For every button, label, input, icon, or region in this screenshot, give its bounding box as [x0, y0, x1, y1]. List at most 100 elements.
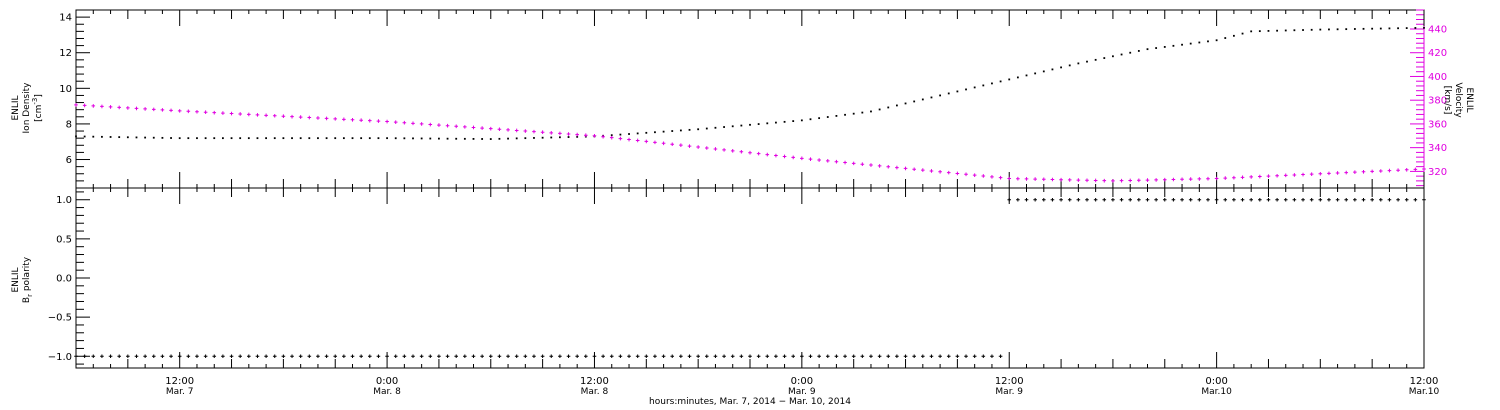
- ion-density-point: [204, 137, 207, 140]
- velocity-series: [74, 103, 1426, 183]
- velocity-point: [765, 152, 770, 157]
- velocity-point: [1041, 177, 1046, 182]
- velocity-point: [463, 125, 467, 129]
- velocity-point: [921, 168, 925, 172]
- velocity-point: [1283, 173, 1288, 178]
- velocity-point: [609, 135, 614, 140]
- velocity-point: [981, 174, 986, 178]
- ion-density-point: [1207, 40, 1209, 43]
- polarity-point: [1378, 197, 1383, 202]
- velocity-point: [151, 107, 156, 112]
- ion-density-point: [1120, 53, 1123, 56]
- density-unit-base: [cm: [34, 105, 44, 122]
- velocity-point: [307, 115, 312, 120]
- velocity-point: [851, 161, 856, 166]
- ion-density-point: [1388, 27, 1391, 30]
- velocity-point: [186, 109, 191, 114]
- ion-density-point: [420, 137, 423, 140]
- velocity-point: [1033, 177, 1037, 181]
- ion-density-point: [800, 119, 803, 122]
- ion-density-point: [1016, 76, 1019, 79]
- velocity-point: [108, 105, 113, 109]
- polarity-point: [540, 354, 545, 359]
- density-axis-title-line1: ENLIL: [11, 95, 21, 120]
- polarity-point: [376, 354, 381, 359]
- velocity-point: [825, 159, 830, 163]
- ion-density-point: [1163, 46, 1166, 48]
- ion-density-point: [809, 118, 812, 121]
- polarity-axis-tick-label: 0.5: [56, 234, 72, 245]
- polarity-point: [1396, 197, 1400, 202]
- time-tick-label: 0:00: [376, 376, 398, 387]
- ion-density-point: [1397, 27, 1399, 30]
- polarity-point: [946, 354, 951, 359]
- ion-density-point: [1379, 27, 1382, 30]
- polarity-axis-tick-label: 1.0: [56, 195, 72, 206]
- velocity-point: [419, 122, 424, 126]
- ion-density-point: [507, 137, 509, 140]
- time-tick-label: 0:00: [1205, 376, 1227, 387]
- velocity-point: [169, 108, 173, 113]
- ion-density-point: [913, 100, 916, 103]
- velocity-axis-tick-label: 420: [1428, 48, 1447, 59]
- velocity-point: [402, 120, 407, 125]
- polarity-point: [627, 354, 631, 359]
- velocity-point: [618, 136, 623, 141]
- polarity-point: [359, 354, 363, 359]
- polarity-point: [1301, 197, 1305, 202]
- polarity-point: [618, 354, 623, 359]
- ion-density-point: [317, 137, 319, 140]
- ion-density-point: [429, 137, 432, 140]
- ion-density-point: [403, 137, 406, 140]
- polarity-point: [514, 354, 519, 359]
- ion-density-point: [334, 137, 337, 140]
- polarity-point: [463, 354, 467, 359]
- ion-density-point: [558, 136, 561, 139]
- ion-density-point: [1146, 48, 1149, 51]
- polarity-point: [903, 354, 908, 359]
- polarity-point: [1119, 197, 1124, 202]
- polarity-point: [1283, 197, 1288, 202]
- velocity-point: [903, 166, 908, 171]
- polarity-axis-tick-label: −1.0: [48, 352, 72, 363]
- polarity-point: [1266, 197, 1271, 202]
- ion-density-point: [1181, 43, 1183, 46]
- polarity-point: [151, 354, 156, 359]
- ion-density-point: [826, 116, 829, 118]
- polarity-point: [869, 354, 873, 359]
- polarity-point: [100, 354, 104, 359]
- velocity-point: [972, 173, 977, 177]
- ion-density-point: [368, 137, 371, 140]
- polarity-series: [74, 197, 1426, 359]
- time-tick-label: 12:00: [580, 376, 609, 387]
- ion-density-point: [247, 137, 250, 140]
- ion-density-point: [446, 137, 449, 140]
- ion-density-point: [291, 137, 293, 140]
- velocity-point: [514, 128, 519, 133]
- polarity-point: [1050, 197, 1055, 202]
- polarity-point: [1422, 197, 1426, 202]
- velocity-point: [1292, 173, 1297, 177]
- polarity-point: [1214, 197, 1219, 202]
- polarity-point: [229, 354, 234, 359]
- velocity-point: [1059, 177, 1063, 182]
- top-panel-time-ticks: [75, 10, 1425, 188]
- polarity-point: [558, 354, 562, 359]
- ion-density-point: [360, 137, 363, 140]
- polarity-point: [506, 354, 510, 359]
- ion-density-point: [991, 82, 993, 85]
- ion-density-point: [342, 137, 345, 140]
- velocity-point: [1378, 169, 1383, 173]
- polarity-point: [1059, 197, 1063, 202]
- polarity-point: [419, 354, 424, 359]
- velocity-point: [713, 147, 718, 151]
- velocity-point: [791, 155, 796, 160]
- polarity-point: [1024, 197, 1029, 202]
- ion-density-point: [818, 117, 821, 120]
- polarity-b-subscript: r: [26, 294, 34, 297]
- ion-density-point: [550, 136, 553, 139]
- ion-density-point: [870, 110, 872, 113]
- ion-density-point: [161, 136, 164, 139]
- ion-density-point: [662, 130, 665, 133]
- polarity-point: [1128, 197, 1133, 202]
